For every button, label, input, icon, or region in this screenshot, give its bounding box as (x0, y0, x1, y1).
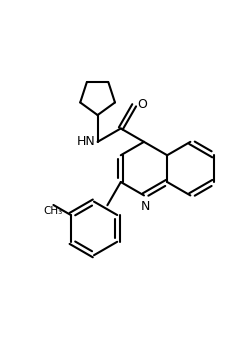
Text: N: N (140, 200, 150, 213)
Text: O: O (137, 98, 147, 111)
Text: HN: HN (76, 135, 95, 149)
Text: CH₃: CH₃ (44, 206, 63, 216)
